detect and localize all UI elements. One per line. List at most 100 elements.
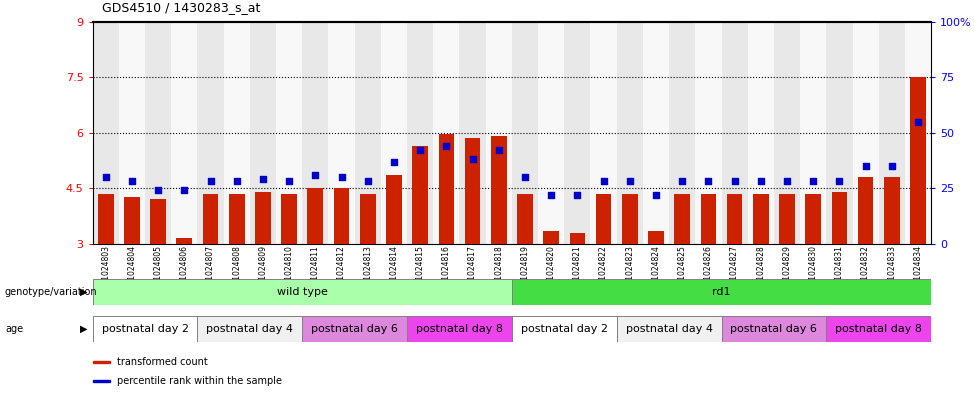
Bar xyxy=(433,22,459,244)
Text: postnatal day 8: postnatal day 8 xyxy=(416,324,503,334)
Point xyxy=(622,178,638,185)
Bar xyxy=(675,194,690,244)
Point xyxy=(701,178,717,185)
Point xyxy=(203,178,218,185)
Bar xyxy=(512,279,931,305)
Point xyxy=(675,178,690,185)
Bar xyxy=(722,22,748,244)
Bar xyxy=(412,145,428,244)
Bar xyxy=(858,177,874,244)
Bar xyxy=(774,22,800,244)
Point xyxy=(517,174,532,180)
Bar xyxy=(329,22,355,244)
Bar xyxy=(360,194,375,244)
Bar xyxy=(355,22,381,244)
Bar xyxy=(512,316,616,342)
Bar xyxy=(695,22,722,244)
Bar xyxy=(386,175,402,244)
Bar xyxy=(669,22,695,244)
Bar xyxy=(465,138,481,244)
Bar xyxy=(911,77,926,244)
Bar xyxy=(381,22,408,244)
Bar xyxy=(124,197,139,244)
Bar xyxy=(805,194,821,244)
Text: postnatal day 8: postnatal day 8 xyxy=(836,324,922,334)
Bar xyxy=(596,194,611,244)
Point xyxy=(726,178,742,185)
Bar xyxy=(616,316,722,342)
Bar xyxy=(622,194,638,244)
Point xyxy=(229,178,245,185)
Point xyxy=(911,118,926,125)
Text: transformed count: transformed count xyxy=(117,357,208,367)
Bar xyxy=(753,194,768,244)
Bar xyxy=(616,22,643,244)
Bar xyxy=(333,188,349,244)
Bar xyxy=(282,194,297,244)
Bar xyxy=(722,316,827,342)
Point xyxy=(569,192,585,198)
Point xyxy=(858,163,874,169)
Bar xyxy=(307,188,324,244)
Text: GDS4510 / 1430283_s_at: GDS4510 / 1430283_s_at xyxy=(102,1,260,14)
Point xyxy=(805,178,821,185)
Bar xyxy=(517,194,532,244)
Bar xyxy=(119,22,145,244)
Point xyxy=(282,178,297,185)
Text: ▶: ▶ xyxy=(80,287,88,297)
Text: postnatal day 4: postnatal day 4 xyxy=(626,324,713,334)
Bar xyxy=(250,22,276,244)
Point xyxy=(98,174,113,180)
Bar xyxy=(172,22,197,244)
Bar xyxy=(98,194,113,244)
Bar xyxy=(565,22,591,244)
Point xyxy=(884,163,900,169)
Bar xyxy=(197,22,223,244)
Bar xyxy=(591,22,616,244)
Text: postnatal day 6: postnatal day 6 xyxy=(311,324,398,334)
Point xyxy=(124,178,139,185)
Bar xyxy=(93,22,119,244)
Bar xyxy=(150,199,166,244)
Point xyxy=(779,178,795,185)
Bar xyxy=(884,177,900,244)
Bar xyxy=(643,22,669,244)
Bar xyxy=(93,361,110,363)
Bar xyxy=(878,22,905,244)
Text: genotype/variation: genotype/variation xyxy=(5,287,98,297)
Bar xyxy=(512,22,538,244)
Bar xyxy=(748,22,774,244)
Point xyxy=(412,147,428,154)
Bar xyxy=(490,136,507,244)
Text: age: age xyxy=(5,324,23,334)
Text: postnatal day 6: postnatal day 6 xyxy=(730,324,817,334)
Bar xyxy=(93,316,197,342)
Point xyxy=(439,143,454,149)
Bar xyxy=(223,22,250,244)
Point xyxy=(491,147,507,154)
Point xyxy=(307,172,323,178)
Bar xyxy=(93,380,110,382)
Bar xyxy=(459,22,486,244)
Point xyxy=(596,178,611,185)
Bar xyxy=(408,22,433,244)
Bar xyxy=(197,316,302,342)
Bar xyxy=(905,22,931,244)
Bar xyxy=(700,194,717,244)
Bar xyxy=(176,238,192,244)
Bar xyxy=(726,194,743,244)
Bar xyxy=(302,22,329,244)
Point xyxy=(150,187,166,193)
Point xyxy=(176,187,192,193)
Bar xyxy=(832,192,847,244)
Bar xyxy=(569,233,585,244)
Bar xyxy=(827,316,931,342)
Text: postnatal day 2: postnatal day 2 xyxy=(101,324,188,334)
Bar xyxy=(800,22,827,244)
Bar xyxy=(203,194,218,244)
Point xyxy=(255,176,271,182)
Point xyxy=(333,174,349,180)
Bar xyxy=(779,194,795,244)
Bar xyxy=(538,22,565,244)
Point xyxy=(832,178,847,185)
